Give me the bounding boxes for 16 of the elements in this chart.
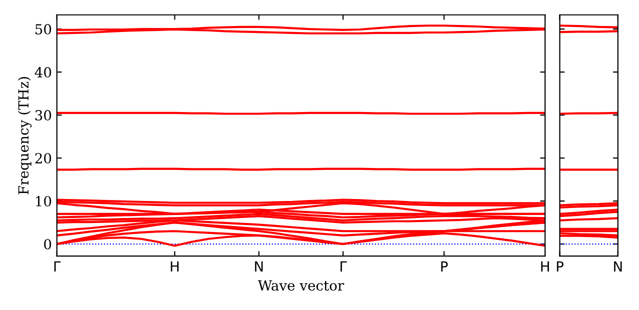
- x-tick-label: N: [255, 261, 263, 272]
- y-tick-label: 20: [35, 153, 52, 164]
- y-tick-label: 0: [44, 238, 52, 250]
- y-tick-label: 40: [34, 67, 52, 78]
- y-tick-label: 10: [36, 196, 52, 207]
- y-tick-label: 50: [36, 24, 52, 35]
- y-tick-label: 30: [35, 110, 52, 121]
- x-tick-label: P: [556, 261, 564, 272]
- x-tick-label: P: [441, 261, 448, 272]
- x-axis-title: Wave vector: [258, 280, 344, 291]
- y-axis-title: Frequency (THz): [18, 77, 32, 194]
- x-tick-label: Γ: [340, 261, 347, 272]
- x-tick-label: H: [541, 261, 549, 272]
- x-tick-label: Γ: [54, 261, 61, 272]
- x-tick-label: H: [170, 261, 179, 272]
- x-tick-label: N: [614, 261, 622, 272]
